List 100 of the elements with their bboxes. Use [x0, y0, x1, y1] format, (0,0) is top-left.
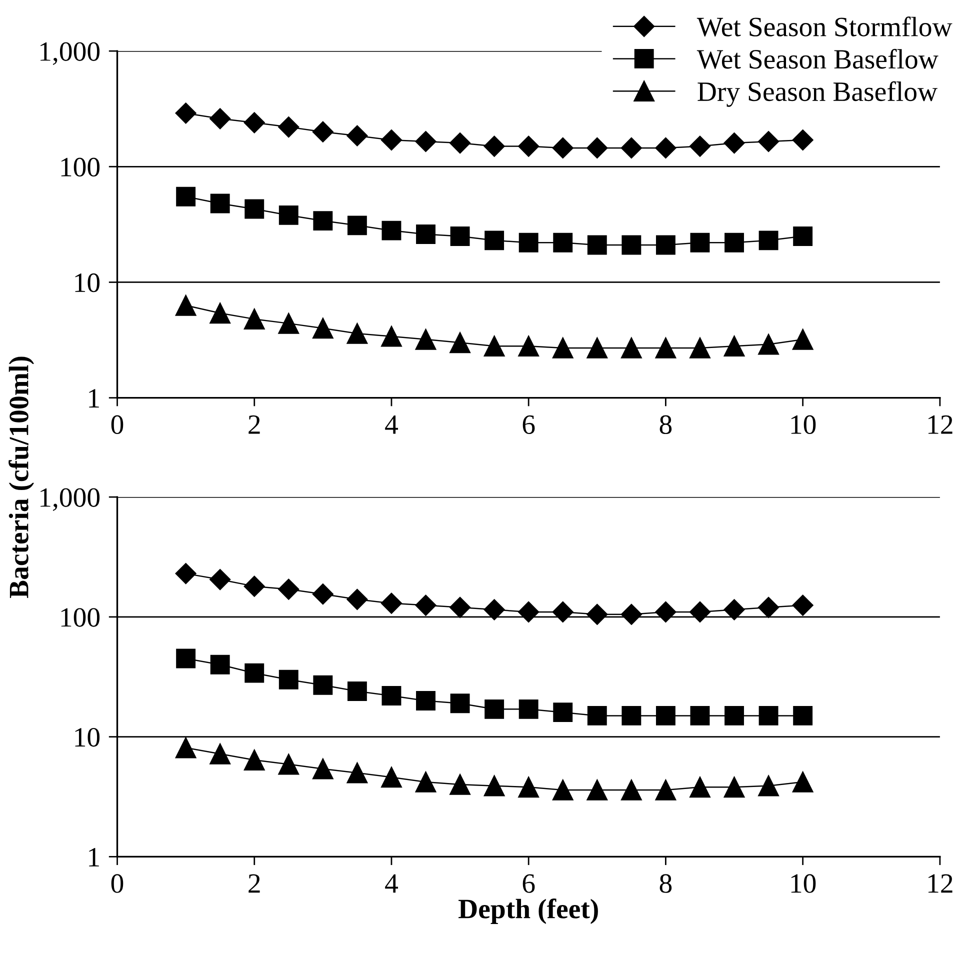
point [210, 743, 230, 764]
point [758, 230, 778, 250]
point [656, 235, 676, 255]
y-tick-label: 1,000 [40, 488, 100, 511]
point [552, 338, 574, 358]
point [586, 338, 608, 358]
point [655, 601, 676, 622]
point [415, 130, 436, 152]
point [724, 336, 745, 357]
x-tick-label: 4 [385, 415, 398, 434]
point [518, 699, 538, 719]
point [278, 205, 298, 225]
point [792, 772, 814, 792]
point [758, 596, 780, 618]
point [450, 132, 471, 154]
point [553, 232, 573, 252]
x-tick-label: 6 [522, 415, 535, 434]
x-tick-label: 4 [385, 874, 398, 893]
point [312, 758, 334, 780]
x-tick-label: 8 [660, 415, 672, 434]
point [518, 601, 540, 622]
point [381, 326, 402, 347]
point [724, 776, 745, 798]
x-tick-label: 12 [928, 415, 952, 434]
point [380, 129, 402, 151]
point [244, 576, 265, 597]
point [313, 211, 333, 231]
point [792, 329, 814, 350]
point [176, 186, 196, 206]
point [586, 780, 608, 800]
point [724, 132, 745, 154]
point [415, 772, 436, 792]
y-axis-title: Bacteria (cfu/100ml) [8, 356, 34, 598]
point [415, 594, 436, 616]
point [793, 226, 813, 246]
point [346, 588, 368, 610]
point [620, 604, 642, 625]
x-tick-label: 12 [928, 874, 952, 893]
point [415, 329, 436, 350]
point [312, 318, 334, 339]
legend-label: Wet Season Baseflow [696, 48, 938, 69]
point [655, 338, 676, 358]
x-tick-label: 10 [791, 415, 816, 434]
point [655, 137, 676, 158]
y-tick-label: 100 [61, 158, 100, 177]
point [793, 706, 813, 726]
point [758, 334, 779, 355]
point [210, 302, 230, 324]
legend-label: Wet Season Stormflow [696, 16, 952, 37]
point [244, 663, 264, 683]
point [450, 596, 471, 618]
point [450, 226, 470, 246]
x-tick-label: 2 [248, 874, 260, 893]
x-tick-label: 0 [111, 415, 124, 434]
point [278, 313, 300, 334]
point [382, 220, 402, 240]
point [620, 137, 642, 158]
point [622, 706, 642, 726]
point [690, 338, 710, 358]
point [278, 578, 300, 600]
point [416, 690, 436, 710]
point [792, 129, 814, 151]
point [312, 121, 334, 142]
point [347, 682, 367, 701]
point [758, 130, 780, 152]
point [484, 599, 505, 620]
point [621, 338, 642, 358]
point [586, 604, 608, 625]
point [175, 102, 196, 124]
point [655, 780, 676, 800]
point [689, 601, 710, 622]
point [552, 137, 574, 158]
point [586, 137, 608, 158]
point [244, 112, 265, 134]
point [552, 780, 574, 800]
point [518, 776, 540, 798]
y-tick-label: 10 [75, 728, 100, 747]
point [518, 336, 540, 357]
point [656, 706, 676, 726]
point [176, 648, 196, 668]
point [484, 699, 504, 719]
point [278, 754, 300, 775]
point [587, 235, 607, 255]
point [484, 230, 504, 250]
point [313, 675, 333, 695]
point [450, 774, 470, 795]
x-tick-label: 2 [248, 415, 260, 434]
point [724, 599, 745, 620]
point [518, 136, 540, 157]
point [484, 336, 505, 357]
point [175, 737, 196, 758]
point [724, 706, 744, 726]
point [175, 563, 196, 584]
point [484, 136, 505, 157]
point [622, 235, 642, 255]
y-tick-label: 1 [89, 389, 99, 408]
y-tick-label: 1 [89, 848, 99, 866]
point [346, 125, 368, 146]
point [518, 232, 538, 252]
x-tick-label: 10 [791, 874, 816, 893]
